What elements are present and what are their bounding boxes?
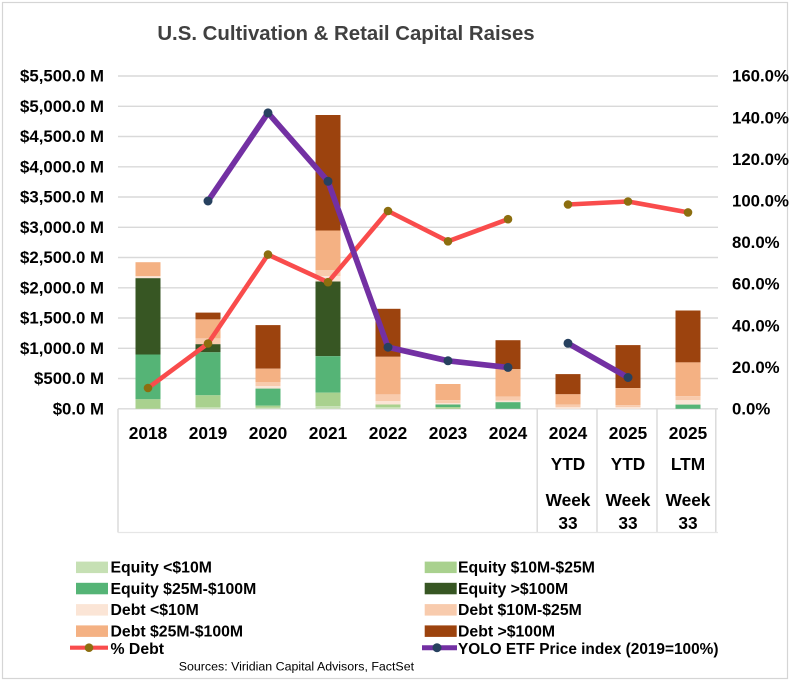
svg-text:2021: 2021 [309,423,348,443]
svg-text:$500.0 M: $500.0 M [34,369,104,388]
svg-text:20.0%: 20.0% [732,358,780,377]
svg-text:$2,500.0 M: $2,500.0 M [20,248,104,267]
svg-text:% Debt: % Debt [111,641,165,658]
svg-text:2022: 2022 [369,423,407,443]
svg-text:60.0%: 60.0% [732,275,780,294]
svg-text:$3,500.0 M: $3,500.0 M [20,188,104,207]
svg-text:LTM: LTM [671,454,705,474]
svg-text:$1,500.0 M: $1,500.0 M [20,309,104,328]
svg-text:Debt >$100M: Debt >$100M [458,623,555,640]
svg-text:$5,000.0 M: $5,000.0 M [20,97,104,116]
svg-text:2023: 2023 [429,423,467,443]
svg-text:100.0%: 100.0% [732,192,789,211]
svg-text:Equity >$100M: Equity >$100M [458,581,568,598]
svg-text:YTD: YTD [611,454,646,474]
svg-text:$2,000.0 M: $2,000.0 M [20,279,104,298]
svg-text:40.0%: 40.0% [732,316,780,335]
svg-text:2020: 2020 [249,423,287,443]
svg-text:Week: Week [546,490,591,510]
svg-text:2018: 2018 [129,423,168,443]
svg-text:Debt <$10M: Debt <$10M [111,602,199,619]
svg-text:$3,000.0 M: $3,000.0 M [20,218,104,237]
svg-text:Equity $25M-$100M: Equity $25M-$100M [111,581,257,598]
svg-text:Week: Week [666,490,711,510]
svg-text:$5,500.0 M: $5,500.0 M [20,67,104,86]
svg-text:160.0%: 160.0% [732,67,789,86]
svg-text:Week: Week [606,490,651,510]
svg-text:33: 33 [558,513,577,533]
svg-text:$0.0 M: $0.0 M [53,400,104,419]
svg-text:2025: 2025 [669,423,708,443]
svg-text:2019: 2019 [189,423,227,443]
svg-text:Debt $25M-$100M: Debt $25M-$100M [111,623,244,640]
svg-text:80.0%: 80.0% [732,233,780,252]
svg-text:Debt $10M-$25M: Debt $10M-$25M [458,602,582,619]
svg-text:140.0%: 140.0% [732,108,789,127]
svg-text:2024: 2024 [549,423,588,443]
svg-text:120.0%: 120.0% [732,150,789,169]
svg-text:Equity <$10M: Equity <$10M [111,560,212,577]
svg-text:YTD: YTD [551,454,586,474]
svg-text:$4,500.0 M: $4,500.0 M [20,127,104,146]
svg-text:2025: 2025 [609,423,648,443]
svg-text:$4,000.0 M: $4,000.0 M [20,158,104,177]
svg-text:33: 33 [678,513,697,533]
svg-text:$1,000.0 M: $1,000.0 M [20,339,104,358]
svg-text:2024: 2024 [489,423,528,443]
svg-text:U.S. Cultivation & Retail Capi: U.S. Cultivation & Retail Capital Raises [157,23,534,45]
svg-text:0.0%: 0.0% [732,400,770,419]
svg-text:Equity $10M-$25M: Equity $10M-$25M [458,560,595,577]
svg-text:Sources: Viridian Capital Advi: Sources: Viridian Capital Advisors, Fact… [179,660,415,674]
svg-text:YOLO ETF Price index (2019=100: YOLO ETF Price index (2019=100%) [458,641,718,658]
svg-text:33: 33 [618,513,637,533]
